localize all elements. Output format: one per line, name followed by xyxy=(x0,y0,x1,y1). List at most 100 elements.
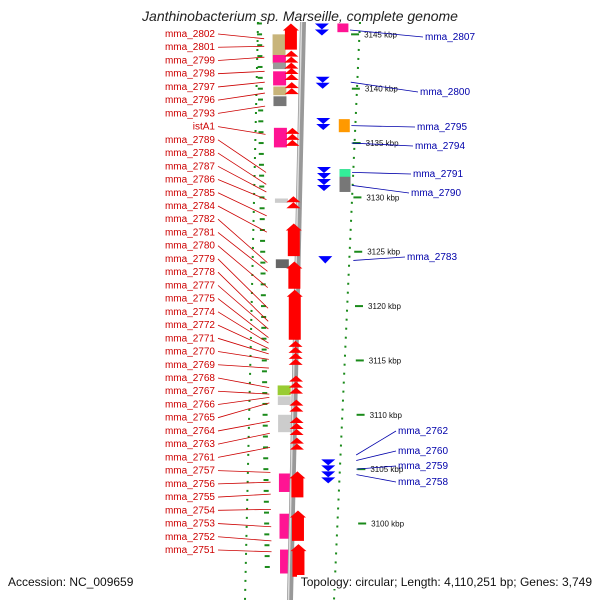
forward-label-leader xyxy=(217,364,269,369)
forward-label-leader xyxy=(217,258,269,309)
feature-block xyxy=(337,23,349,33)
gene-label-forward: mma_2797 xyxy=(165,82,215,93)
forward-gene-chevron xyxy=(284,82,299,89)
gene-label-forward: mma_2787 xyxy=(165,161,215,172)
reverse-label-leader xyxy=(351,142,414,147)
forward-gene-arrow xyxy=(289,510,306,541)
reverse-label-leader xyxy=(352,185,410,194)
forward-label-leader xyxy=(217,126,266,135)
forward-label-leader xyxy=(217,139,267,173)
gene-label-reverse: mma_2794 xyxy=(415,141,465,152)
forward-gene-chevron xyxy=(285,127,300,134)
forward-gene-chevron xyxy=(285,139,300,146)
gene-label-forward: mma_2775 xyxy=(165,294,215,305)
forward-label-leader xyxy=(217,152,267,185)
feature-block xyxy=(338,119,350,133)
gene-track xyxy=(282,23,336,577)
reverse-label-leader xyxy=(349,29,424,38)
gene-label-forward: mma_2761 xyxy=(165,452,215,463)
gene-label-forward: mma_2754 xyxy=(165,505,215,516)
gene-label-forward: mma_2770 xyxy=(165,347,215,358)
gene-label-forward: mma_2777 xyxy=(165,280,215,291)
scale-tick-label: 3115 kbp xyxy=(369,356,402,365)
gene-label-forward: mma_2780 xyxy=(165,241,215,252)
gene-label-forward: mma_2768 xyxy=(165,373,215,384)
forward-gene-arrow xyxy=(286,289,303,340)
forward-gene-chevron xyxy=(285,133,300,140)
forward-gene-chevron xyxy=(289,437,304,444)
scale-tick-label: 3120 kbp xyxy=(368,302,401,311)
forward-gene-chevron xyxy=(284,56,299,63)
gene-label-forward: mma_2751 xyxy=(165,545,215,556)
reverse-gene-chevron xyxy=(314,23,329,30)
gene-label-reverse: mma_2783 xyxy=(407,252,457,263)
gene-label-forward: mma_2757 xyxy=(165,466,215,477)
forward-label-leader xyxy=(217,447,271,458)
forward-gene-body xyxy=(290,544,307,577)
forward-label-leader xyxy=(217,536,272,542)
forward-label-leader xyxy=(217,493,271,498)
forward-gene-arrow xyxy=(286,196,301,209)
forward-label-leader xyxy=(217,271,269,322)
gene-label-forward: mma_2766 xyxy=(165,399,215,410)
reverse-gene-chevron xyxy=(316,184,331,191)
reverse-gene-arrow xyxy=(316,166,331,191)
forward-gene-chevron xyxy=(289,416,304,423)
forward-label-leader xyxy=(217,105,266,114)
reverse-gene-chevron xyxy=(315,82,330,89)
gene-label-forward: mma_2785 xyxy=(165,188,215,199)
gene-label-reverse: mma_2762 xyxy=(398,426,448,437)
reverse-gene-chevron xyxy=(321,459,336,466)
reverse-label-leader xyxy=(356,450,397,461)
reverse-label-leader xyxy=(351,125,416,128)
forward-label-leader xyxy=(217,298,269,338)
forward-label-leader xyxy=(217,81,265,88)
forward-label-leader xyxy=(217,549,272,553)
gene-label-forward: mma_2756 xyxy=(165,479,215,490)
scale-tick-label: 3135 kbp xyxy=(366,139,399,148)
forward-gene-arrow xyxy=(289,416,304,435)
reverse-label-leader xyxy=(356,465,397,470)
gene-label-forward: mma_2801 xyxy=(165,42,215,53)
gene-label-forward: mma_2778 xyxy=(165,267,215,278)
gene-label-forward: mma_2793 xyxy=(165,108,215,119)
gene-label-forward: mma_2771 xyxy=(165,333,215,344)
forward-gene-arrow xyxy=(284,82,299,95)
forward-gene-chevron xyxy=(289,375,304,382)
forward-gene-chevron xyxy=(286,196,301,203)
forward-label-leader xyxy=(217,523,272,528)
reverse-gene-chevron xyxy=(321,471,336,478)
forward-gene-chevron xyxy=(288,340,303,347)
forward-gene-body xyxy=(289,471,306,498)
reverse-label-leader xyxy=(353,256,406,261)
forward-label-leader xyxy=(217,92,265,101)
scale-tick-label: 3100 kbp xyxy=(371,519,404,528)
gene-label-reverse: mma_2791 xyxy=(413,169,463,180)
forward-gene-chevron xyxy=(284,88,299,95)
gene-label-forward: mma_2784 xyxy=(165,201,215,212)
reverse-gene-chevron xyxy=(318,256,333,264)
feature-block xyxy=(277,396,291,406)
reverse-label-leader xyxy=(352,171,412,175)
gene-label-forward: mma_2788 xyxy=(165,148,215,159)
forward-gene-chevron xyxy=(289,422,304,429)
ruler-dotted-line xyxy=(244,21,259,600)
gene-label-forward: mma_2796 xyxy=(165,95,215,106)
feature-block xyxy=(274,198,288,203)
forward-gene-chevron xyxy=(289,405,304,412)
forward-label-leader xyxy=(217,311,269,344)
feature-block xyxy=(278,473,292,492)
gene-label-forward: mma_2755 xyxy=(165,492,215,503)
gene-label-forward: mma_2802 xyxy=(165,29,215,40)
forward-label-leader xyxy=(217,324,269,349)
forward-label-leader xyxy=(217,192,267,217)
reverse-gene-chevron xyxy=(314,29,329,36)
forward-label-leader xyxy=(217,351,269,360)
gene-label-forward: mma_2764 xyxy=(165,426,215,437)
forward-gene-body xyxy=(286,289,303,340)
feature-block xyxy=(273,71,287,86)
forward-gene-arrow xyxy=(284,50,299,69)
gene-label-forward: mma_2781 xyxy=(165,227,215,238)
feature-block xyxy=(275,259,289,269)
